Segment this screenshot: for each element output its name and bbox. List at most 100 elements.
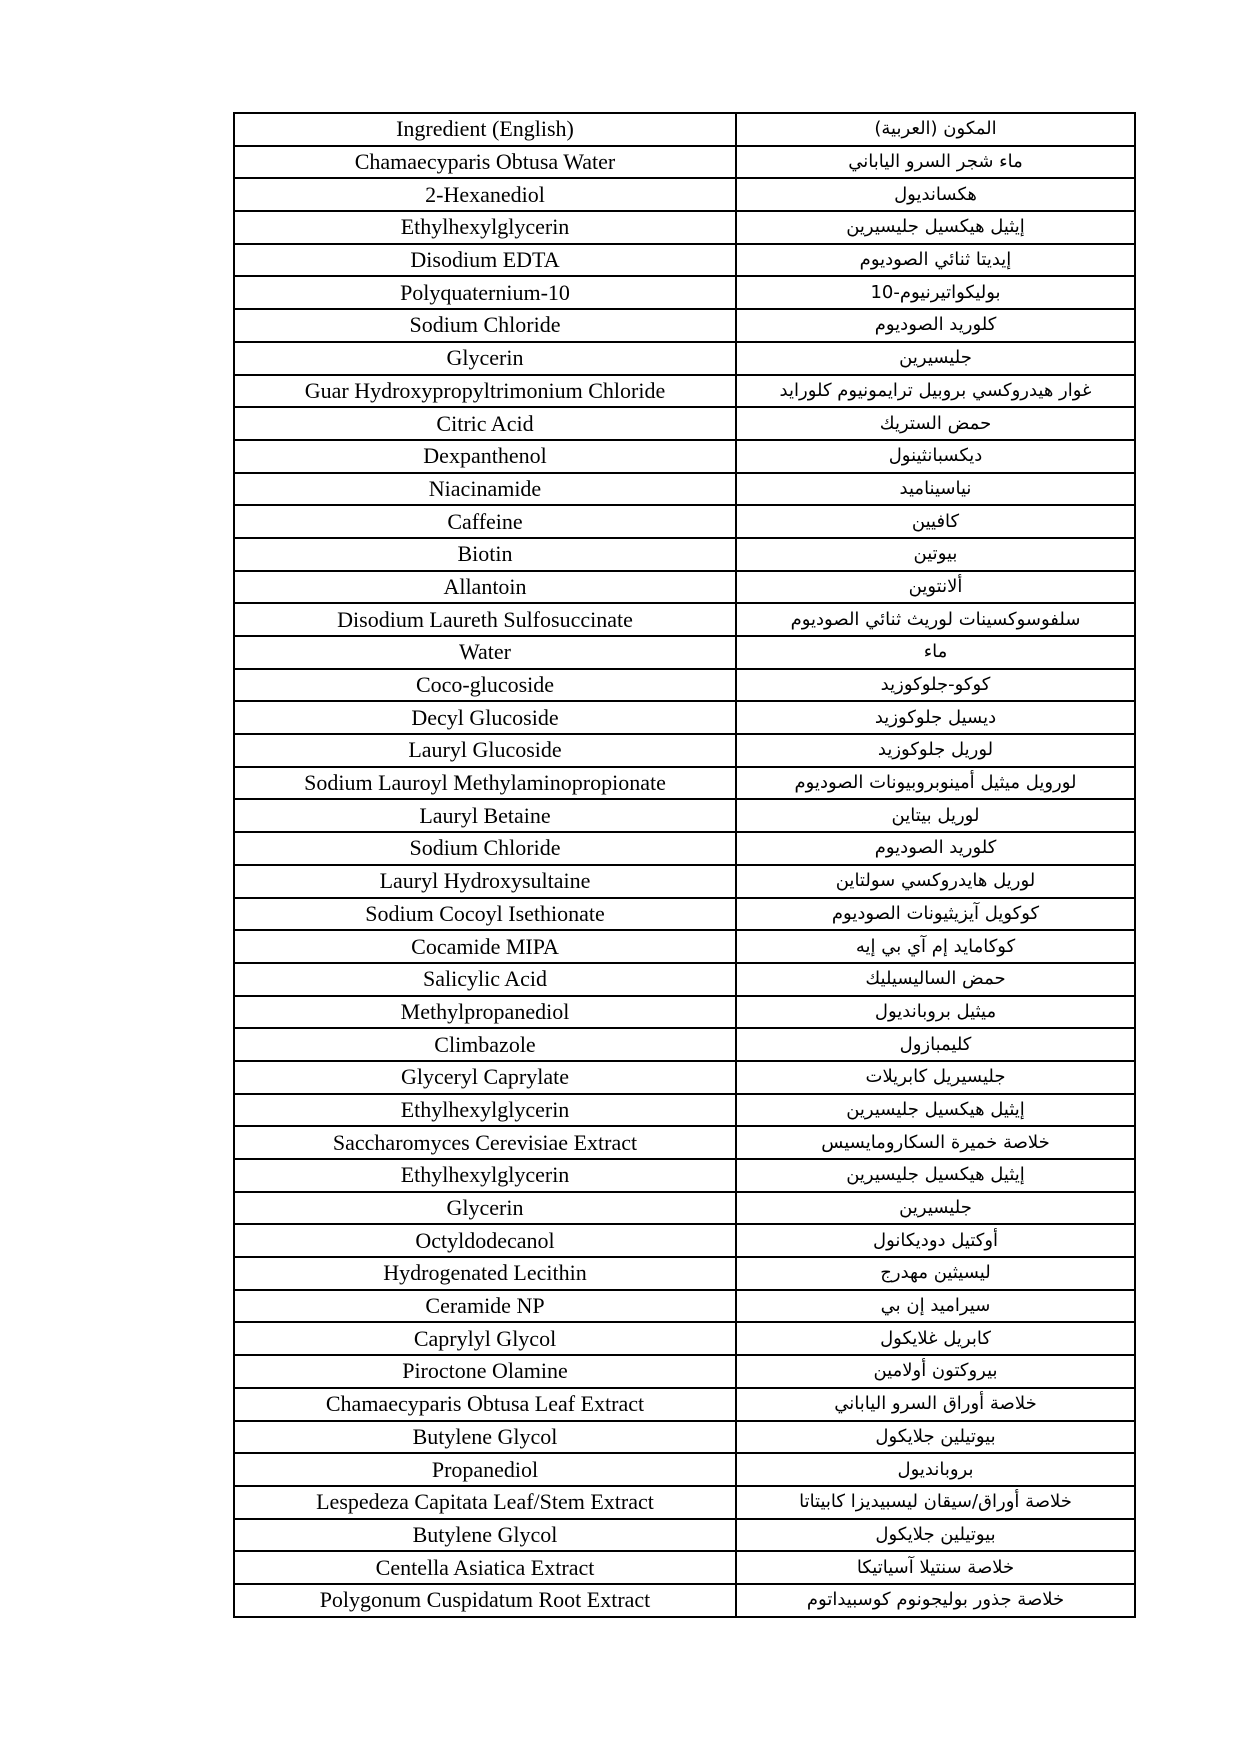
english-name: Coco-glucoside xyxy=(233,667,737,703)
table-row: Chamaecyparis Obtusa Water ماء شجر السرو … xyxy=(233,144,1136,180)
english-name: Hydrogenated Lecithin xyxy=(233,1256,737,1291)
arabic-name: ميثيل بروبانديول xyxy=(735,994,1136,1030)
english-name: Methylpropanediol xyxy=(233,994,737,1030)
table-row: Piroctone Olamine بيروكتون أولامين xyxy=(233,1354,1136,1389)
table-row: Sodium Cocoyl Isethionate كوكويل آيزيثيون… xyxy=(233,896,1136,932)
table-row: Octyldodecanol أوكتيل دوديكانول xyxy=(233,1223,1136,1259)
table-row: Disodium EDTA إيديتا ثنائي الصوديوم xyxy=(233,242,1136,278)
english-name: Disodium Laureth Sulfosuccinate xyxy=(233,602,737,637)
arabic-name: كوكويل آيزيثيونات الصوديوم xyxy=(735,896,1136,932)
english-name: Sodium Lauroyl Methylaminopropionate xyxy=(233,765,737,801)
arabic-name: كافيين xyxy=(735,504,1136,539)
arabic-name: كوكو-جلوكوزيد xyxy=(735,667,1136,703)
table-row: Lauryl Betaine لوريل بيتاين xyxy=(233,798,1136,834)
table-row: Caffeine كافيين xyxy=(233,504,1136,539)
arabic-name: خلاصة جذور بوليجونوم كوسبيداتوم xyxy=(735,1582,1136,1618)
arabic-name: إيثيل هيكسيل جليسيرين xyxy=(735,1158,1136,1193)
english-name: Niacinamide xyxy=(233,471,737,507)
table-row: Climbazole كليمبازول xyxy=(233,1027,1136,1062)
english-name: Lauryl Hydroxysultaine xyxy=(233,863,737,899)
table-row: Glycerin جليسيرين xyxy=(233,1190,1136,1226)
table-row: Methylpropanediol ميثيل بروبانديول xyxy=(233,994,1136,1030)
english-name: Polygonum Cuspidatum Root Extract xyxy=(233,1582,737,1618)
arabic-name: جليسيرين xyxy=(735,1190,1136,1226)
english-name: Octyldodecanol xyxy=(233,1223,737,1259)
english-name: Allantoin xyxy=(233,569,737,605)
english-name: Lauryl Betaine xyxy=(233,798,737,834)
english-name: Saccharomyces Cerevisiae Extract xyxy=(233,1125,737,1160)
table-row: Sodium Chloride كلوريد الصوديوم xyxy=(233,308,1136,343)
arabic-name: خلاصة خميرة السكارومايسيس xyxy=(735,1125,1136,1160)
table-row: Centella Asiatica Extract خلاصة سنتيلا آس… xyxy=(233,1550,1136,1585)
arabic-name: إيديتا ثنائي الصوديوم xyxy=(735,242,1136,278)
english-name: Water xyxy=(233,635,737,670)
table-row: Cocamide MIPA كوكامايد إم آي بي إيه xyxy=(233,929,1136,964)
arabic-name: كابريل غلايكول xyxy=(735,1321,1136,1357)
arabic-name: غوار هيدروكسي بروبيل ترايمونيوم كلورايد xyxy=(735,373,1136,409)
arabic-name: خلاصة سنتيلا آسياتيكا xyxy=(735,1550,1136,1585)
table-row: Ethylhexylglycerin إيثيل هيكسيل جليسيرين xyxy=(233,1092,1136,1128)
english-name: Disodium EDTA xyxy=(233,242,737,278)
table-row: Lauryl Glucoside لوريل جلوكوزيد xyxy=(233,733,1136,768)
english-name: Piroctone Olamine xyxy=(233,1354,737,1389)
english-name: Ceramide NP xyxy=(233,1288,737,1324)
english-name: Glycerin xyxy=(233,340,737,376)
arabic-name: جليسيريل كابريلات xyxy=(735,1059,1136,1095)
table-row: Saccharomyces Cerevisiae Extract خلاصة خم… xyxy=(233,1125,1136,1160)
table-row: Butylene Glycol بيوتيلين جلايكول xyxy=(233,1419,1136,1455)
table-row: Glyceryl Caprylate جليسيريل كابريلات xyxy=(233,1059,1136,1095)
table-row: Butylene Glycol بيوتيلين جلايكول xyxy=(233,1517,1136,1553)
table-row: Salicylic Acid حمض الساليسيليك xyxy=(233,961,1136,997)
table-row: Dexpanthenol ديكسبانثينول xyxy=(233,438,1136,474)
english-name: Decyl Glucoside xyxy=(233,700,737,736)
arabic-name: لوريل بيتاين xyxy=(735,798,1136,834)
english-name: Guar Hydroxypropyltrimonium Chloride xyxy=(233,373,737,409)
arabic-name: بروبانديول xyxy=(735,1452,1136,1487)
arabic-name: بيوتين xyxy=(735,536,1136,572)
english-name: Sodium Chloride xyxy=(233,308,737,343)
arabic-name: كلوريد الصوديوم xyxy=(735,308,1136,343)
arabic-name: بيوتيلين جلايكول xyxy=(735,1419,1136,1455)
arabic-name: سلفوسوكسينات لوريث ثنائي الصوديوم xyxy=(735,602,1136,637)
table-row: Coco-glucoside كوكو-جلوكوزيد xyxy=(233,667,1136,703)
english-name: Citric Acid xyxy=(233,406,737,441)
table-row: Polyquaternium-10 بوليكواتيرنيوم-10 xyxy=(233,275,1136,311)
table-row: Decyl Glucoside ديسيل جلوكوزيد xyxy=(233,700,1136,736)
english-name: Salicylic Acid xyxy=(233,961,737,997)
english-name: Sodium Cocoyl Isethionate xyxy=(233,896,737,932)
arabic-name: حمض الساليسيليك xyxy=(735,961,1136,997)
arabic-name: لوريل هايدروكسي سولتاين xyxy=(735,863,1136,899)
english-name: Lespedeza Capitata Leaf/Stem Extract xyxy=(233,1484,737,1520)
english-name: Glycerin xyxy=(233,1190,737,1226)
english-name: Biotin xyxy=(233,536,737,572)
arabic-name: ماء xyxy=(735,635,1136,670)
english-name: Caprylyl Glycol xyxy=(233,1321,737,1357)
english-name: Butylene Glycol xyxy=(233,1419,737,1455)
table-row: Disodium Laureth Sulfosuccinate سلفوسوكسي… xyxy=(233,602,1136,637)
english-name: Ethylhexylglycerin xyxy=(233,210,737,245)
english-name: Centella Asiatica Extract xyxy=(233,1550,737,1585)
table-row: Biotin بيوتين xyxy=(233,536,1136,572)
arabic-name: جليسيرين xyxy=(735,340,1136,376)
arabic-name: كوكامايد إم آي بي إيه xyxy=(735,929,1136,964)
english-name: Cocamide MIPA xyxy=(233,929,737,964)
english-name: Caffeine xyxy=(233,504,737,539)
english-name: Ethylhexylglycerin xyxy=(233,1158,737,1193)
table-row: Ceramide NP سيراميد إن بي xyxy=(233,1288,1136,1324)
arabic-name: ديكسبانثينول xyxy=(735,438,1136,474)
arabic-name: إيثيل هيكسيل جليسيرين xyxy=(735,1092,1136,1128)
table-row: Polygonum Cuspidatum Root Extract خلاصة ج… xyxy=(233,1582,1136,1618)
english-name: Propanediol xyxy=(233,1452,737,1487)
table-row: Lespedeza Capitata Leaf/Stem Extract خلاص… xyxy=(233,1484,1136,1520)
english-name: Glyceryl Caprylate xyxy=(233,1059,737,1095)
arabic-name: لوريل جلوكوزيد xyxy=(735,733,1136,768)
table-row: Sodium Chloride كلوريد الصوديوم xyxy=(233,831,1136,866)
arabic-name: ديسيل جلوكوزيد xyxy=(735,700,1136,736)
table-row: 2-Hexanediol هكسانديول xyxy=(233,177,1136,213)
table-row: Niacinamide نياسيناميد xyxy=(233,471,1136,507)
english-name: 2-Hexanediol xyxy=(233,177,737,213)
table-row: Ethylhexylglycerin إيثيل هيكسيل جليسيرين xyxy=(233,210,1136,245)
arabic-name: هكسانديول xyxy=(735,177,1136,213)
arabic-name: حمض الستريك xyxy=(735,406,1136,441)
